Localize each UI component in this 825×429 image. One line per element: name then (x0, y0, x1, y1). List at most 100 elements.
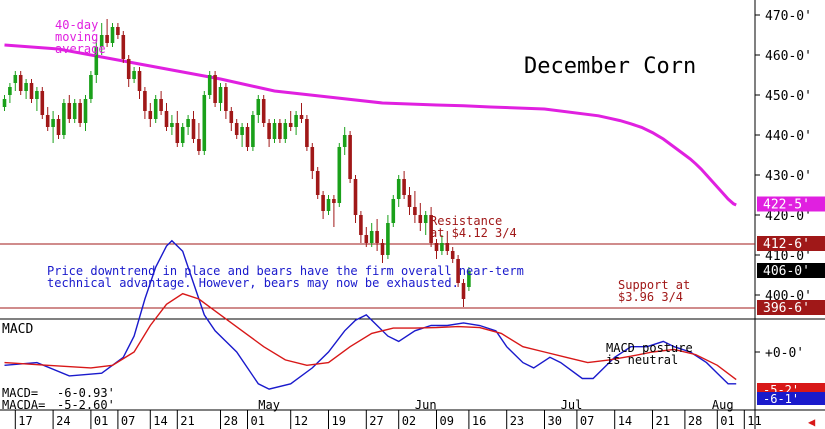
price-y-tick-label: 460-0' (765, 49, 812, 64)
candle-down (121, 35, 126, 59)
macd-value-tag (757, 392, 825, 405)
x-tick-label: 11 (747, 414, 761, 428)
price-y-tick-label: 470-0' (765, 9, 812, 24)
candle-up (342, 135, 347, 147)
x-tick-label: 24 (56, 414, 70, 428)
candle-up (2, 99, 7, 107)
candle-up (294, 115, 298, 127)
candle-up (35, 91, 39, 99)
candle-down (148, 111, 153, 119)
price-y-tick-label: 430-0' (765, 169, 812, 184)
candle-down (402, 179, 406, 195)
x-tick-label: 01 (94, 414, 108, 428)
candle-down (175, 123, 180, 143)
candle-down (191, 119, 196, 139)
x-tick-label: 27 (369, 414, 383, 428)
x-month-label: May (258, 398, 280, 412)
x-tick-label: 30 (548, 414, 562, 428)
x-tick-label: 28 (224, 414, 238, 428)
candle-up (170, 123, 174, 127)
x-tick-label: 21 (656, 414, 670, 428)
candle-up (24, 83, 28, 91)
candle-up (369, 231, 374, 243)
candle-up (240, 127, 244, 135)
candle-up (326, 199, 331, 211)
candle-up (272, 123, 277, 139)
candle-up (180, 127, 185, 143)
x-month-label: Jun (415, 398, 437, 412)
x-tick-label: 07 (580, 414, 594, 428)
candle-down (267, 123, 271, 139)
price-y-tick-label: 440-0' (765, 129, 812, 144)
candle-down (348, 135, 352, 179)
candle-down (143, 91, 147, 111)
support-annotation: $3.96 3/4 (618, 290, 683, 304)
candle-down (305, 119, 309, 147)
x-tick-label: 19 (332, 414, 346, 428)
commentary-text: technical advantage. However, bears may … (47, 276, 459, 290)
candle-up (202, 95, 207, 151)
candle-up (132, 71, 136, 79)
x-month-label: Aug (712, 398, 734, 412)
candle-down (56, 119, 61, 135)
candle-down (450, 251, 455, 259)
scroll-left-arrow-icon: ◀ (808, 415, 816, 429)
price-y-tick-label: 410-0' (765, 249, 812, 264)
candle-down (375, 231, 379, 243)
resistance-annotation: at $4.12 3/4 (430, 226, 517, 240)
candle-down (18, 75, 23, 91)
macd-series-macda (4, 292, 737, 381)
commentary-text: Price downtrend in place and bears have … (47, 264, 524, 278)
x-tick-label: 28 (688, 414, 702, 428)
candle-down (429, 215, 433, 243)
candle-down (29, 83, 34, 99)
price-tag-label: 406-0' (763, 264, 810, 279)
candle-down (164, 111, 169, 127)
candle-up (396, 179, 401, 199)
candle-down (418, 215, 423, 223)
candle-up (251, 115, 255, 147)
candle-down (332, 199, 336, 203)
candle-down (380, 243, 385, 255)
macd-note: is neutral (606, 353, 678, 367)
candle-down (310, 147, 315, 171)
price-tag (757, 300, 825, 315)
macd-note: MACD posture (606, 341, 693, 355)
x-tick-label: 07 (121, 414, 135, 428)
candle-down (40, 91, 45, 115)
candle-down (353, 179, 358, 215)
macd-readout-label: MACDA= (2, 398, 45, 412)
candle-down (234, 123, 239, 135)
macd-readout-value: -5-2.60' (57, 398, 115, 412)
x-tick-label: 14 (618, 414, 632, 428)
candle-up (99, 35, 104, 47)
macd-readout-value: -6-0.93' (57, 386, 115, 400)
candle-down (229, 111, 234, 123)
chart-title: December Corn (524, 54, 696, 79)
candle-down (407, 195, 412, 207)
candle-down (159, 99, 163, 111)
price-y-tick-label: 450-0' (765, 89, 812, 104)
ma-annotation: average (55, 42, 106, 56)
ma-annotation: moving (55, 30, 98, 44)
ma-annotation: 40-day (55, 18, 98, 32)
candle-up (391, 199, 396, 223)
candle-down (78, 103, 82, 123)
candle-down (364, 235, 369, 243)
candle-down (45, 115, 50, 127)
candle-up (89, 75, 93, 99)
price-y-tick-label: 420-0' (765, 209, 812, 224)
price-tag-label: 396-6' (763, 301, 810, 316)
candle-up (51, 119, 55, 127)
candle-down (456, 259, 460, 283)
candle-up (386, 223, 390, 255)
x-tick-label: 23 (510, 414, 524, 428)
candle-down (288, 123, 293, 127)
candle-down (245, 127, 250, 147)
macd-y-tick-label: +0-0' (765, 346, 804, 361)
candle-up (62, 103, 66, 135)
candle-down (315, 171, 320, 195)
candle-up (72, 103, 77, 119)
candle-down (321, 195, 325, 211)
